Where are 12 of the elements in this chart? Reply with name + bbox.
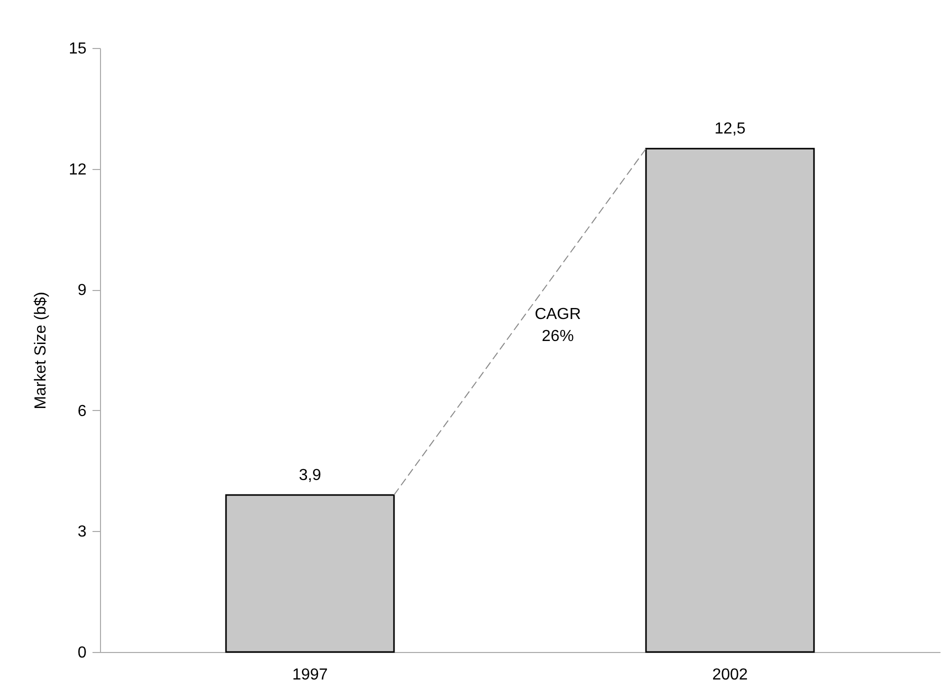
data-label: 12,5 <box>714 120 746 138</box>
x-tick-label: 2002 <box>712 666 748 684</box>
y-tick-label: 9 <box>78 282 87 300</box>
x-tick-label: 1997 <box>292 666 328 684</box>
y-tick-label: 0 <box>78 644 87 662</box>
y-axis-title: Market Size (b$) <box>32 292 50 410</box>
y-tick-label: 6 <box>78 402 87 420</box>
data-label: 3,9 <box>298 466 322 484</box>
y-tick-label: 15 <box>68 40 87 58</box>
y-tick-label: 3 <box>78 524 87 541</box>
y-tick-label: 12 <box>68 161 87 178</box>
annotation: CAGR 26% <box>534 306 581 345</box>
